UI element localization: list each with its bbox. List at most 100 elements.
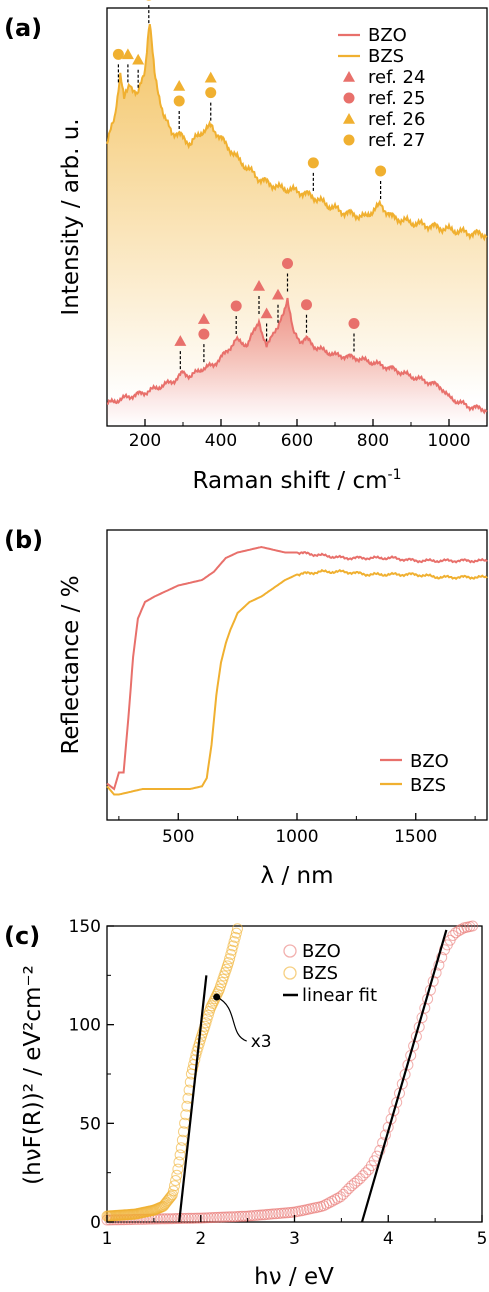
bzo-data-point xyxy=(202,1212,214,1224)
legend-label: BZS xyxy=(410,775,446,796)
bzs-area-fill xyxy=(107,24,487,400)
bzo-data-point xyxy=(188,1212,200,1224)
bzo-data-point xyxy=(205,1212,217,1224)
legend-label: ref. 26 xyxy=(368,109,425,130)
bzo-data-point xyxy=(323,1197,335,1209)
bzo-data-point xyxy=(256,1209,268,1221)
legend-label: BZO xyxy=(410,751,449,772)
bzs-data-point xyxy=(165,1190,177,1202)
bzo-data-point xyxy=(185,1212,197,1224)
x3-leader-line xyxy=(216,996,247,1042)
bzo-data-point xyxy=(334,1191,346,1203)
tauc-y-tick-label: 150 xyxy=(69,917,101,937)
reflectance-x-axis-label: λ / nm xyxy=(261,863,334,889)
bzo-data-point xyxy=(388,1105,400,1117)
bzs-data-point xyxy=(225,948,237,960)
bzs-data-point xyxy=(170,1175,182,1186)
bzo-data-point xyxy=(329,1194,341,1206)
bzo-data-point xyxy=(278,1207,290,1219)
linear-fit-line xyxy=(360,929,448,1223)
legend-label: ref. 27 xyxy=(368,130,425,151)
bzs-reflectance-line xyxy=(106,568,488,796)
raman-x-axis-label: Raman shift / cm-1 xyxy=(192,467,401,494)
tauc-y-tick-label: 100 xyxy=(69,1016,101,1036)
bzo-data-point xyxy=(374,1144,386,1156)
bzo-data-point xyxy=(450,927,462,939)
bzo-data-point xyxy=(340,1185,352,1197)
bzs-peak-circle-marker xyxy=(146,0,152,1)
bzo-data-point xyxy=(360,1167,372,1179)
bzs-data-point xyxy=(173,1156,185,1168)
bzo-data-point xyxy=(253,1209,265,1221)
bzo-data-point xyxy=(228,1211,240,1223)
legend-label: ref. 24 xyxy=(368,67,425,88)
bzs-spectrum-line xyxy=(106,24,488,242)
bzo-data-point xyxy=(177,1212,189,1224)
bzo-reflectance-line xyxy=(106,545,488,791)
tauc-x-tick-label: 4 xyxy=(383,1229,394,1249)
legend-triangle-swatch xyxy=(343,113,355,124)
legend-triangle-swatch xyxy=(343,71,355,82)
reflectance-x-tick-label: 1500 xyxy=(394,827,437,847)
bzo-data-point xyxy=(357,1170,369,1182)
bzs-data-point xyxy=(174,1149,186,1161)
bzo-data-point xyxy=(467,920,479,932)
raman-x-tick-label: 1000 xyxy=(427,431,470,451)
bzo-data-point xyxy=(222,1211,234,1223)
bzo-data-point xyxy=(318,1200,330,1212)
bzo-data-point xyxy=(244,1210,256,1222)
bzo-data-point xyxy=(183,1212,195,1224)
bzs-peak-circle-marker xyxy=(173,95,185,107)
raman-x-tick-label: 800 xyxy=(357,431,389,451)
bzs-data-point xyxy=(189,1054,201,1066)
bzs-data-point xyxy=(190,1049,202,1061)
bzs-peak-triangle-marker xyxy=(132,53,145,65)
tauc-x-tick-label: 1 xyxy=(102,1229,113,1249)
x3-annotation-label: x3 xyxy=(251,1032,272,1052)
bzo-data-point xyxy=(197,1212,209,1224)
bzo-data-point xyxy=(191,1212,203,1224)
bzo-data-point xyxy=(433,959,445,971)
panel-label-a: (a) xyxy=(4,14,42,42)
bzo-peak-circle-marker xyxy=(282,258,293,269)
bzs-data-point xyxy=(229,931,241,943)
bzo-data-point xyxy=(194,1212,206,1224)
bzo-peak-triangle-marker xyxy=(272,288,284,300)
tauc-y-tick-label: 0 xyxy=(90,1213,101,1233)
legend-label: BZO xyxy=(302,941,341,962)
legend-label: BZO xyxy=(368,25,407,46)
raman-x-tick-label: 400 xyxy=(205,431,237,451)
bzo-peak-circle-marker xyxy=(348,318,360,329)
reflectance-x-tick-label: 500 xyxy=(162,827,194,847)
bzo-data-point xyxy=(160,1213,172,1225)
bzo-data-point xyxy=(180,1212,192,1224)
bzo-data-point xyxy=(214,1211,225,1223)
bzo-data-point xyxy=(332,1192,344,1204)
bzo-data-point xyxy=(343,1183,355,1194)
bzs-data-point xyxy=(226,944,238,956)
bzo-peak-circle-marker xyxy=(230,300,242,312)
legend-label: BZS xyxy=(302,963,338,984)
bzs-data-point xyxy=(223,957,234,969)
reflectance-panel: 500 1000 1500 BZO BZS λ / nm Reflectance / … xyxy=(58,529,488,889)
bzo-data-point xyxy=(233,1210,245,1222)
raman-y-axis-label: Intensity / arb. u. xyxy=(58,118,84,315)
tauc-plot-frame xyxy=(106,925,483,1223)
bzo-data-point xyxy=(216,1211,228,1223)
bzo-data-point xyxy=(261,1208,273,1220)
bzs-data-point xyxy=(230,927,242,939)
bzo-data-point xyxy=(154,1213,166,1225)
bzo-data-point xyxy=(247,1210,259,1222)
bzo-data-point xyxy=(208,1212,220,1223)
bzs-data-point xyxy=(232,923,243,935)
legend-bzs-swatch xyxy=(283,966,297,980)
bzo-data-point xyxy=(171,1213,183,1224)
tauc-x-tick-label: 3 xyxy=(289,1229,300,1249)
legend-circle-swatch xyxy=(343,92,355,104)
legend-label: linear fit xyxy=(302,985,377,1006)
legend-bzo-swatch xyxy=(283,944,297,958)
linear-fit-line xyxy=(178,975,208,1223)
bzo-data-point xyxy=(211,1211,223,1223)
panel-label-c: (c) xyxy=(4,922,40,950)
